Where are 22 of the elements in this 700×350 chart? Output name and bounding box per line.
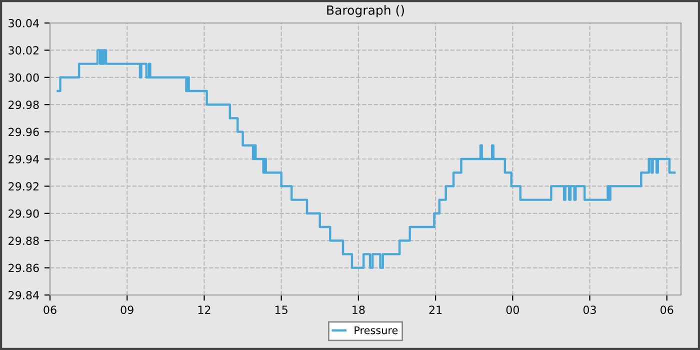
y-tick-label: 30.02 (8, 46, 38, 55)
x-tick-label: 06 (44, 306, 56, 314)
x-tick-label: 15 (275, 306, 288, 314)
y-tick-label: 29.88 (8, 236, 39, 245)
y-tick-label: 29.84 (8, 290, 39, 300)
x-tick-label: 09 (120, 306, 134, 314)
y-tick-label: 29.86 (8, 264, 39, 272)
x-tick-label: 12 (198, 306, 210, 314)
y-tick-label: 29.96 (8, 128, 39, 136)
x-tick-label: 00 (506, 306, 519, 314)
y-tick-label: 29.90 (8, 209, 39, 218)
y-tick-label: 30.00 (8, 73, 39, 82)
x-tick-label: 18 (352, 306, 365, 314)
chart-title: Barograph () (327, 5, 404, 18)
legend-label: Pressure (354, 326, 398, 334)
x-tick-label: 06 (660, 306, 674, 314)
y-tick-label: 29.92 (8, 182, 38, 191)
y-tick-label: 29.98 (8, 100, 39, 109)
y-tick-label: 29.94 (8, 154, 39, 164)
y-tick-label: 30.04 (8, 18, 39, 28)
x-tick-label: 03 (583, 306, 596, 314)
x-tick-label: 21 (429, 306, 442, 314)
